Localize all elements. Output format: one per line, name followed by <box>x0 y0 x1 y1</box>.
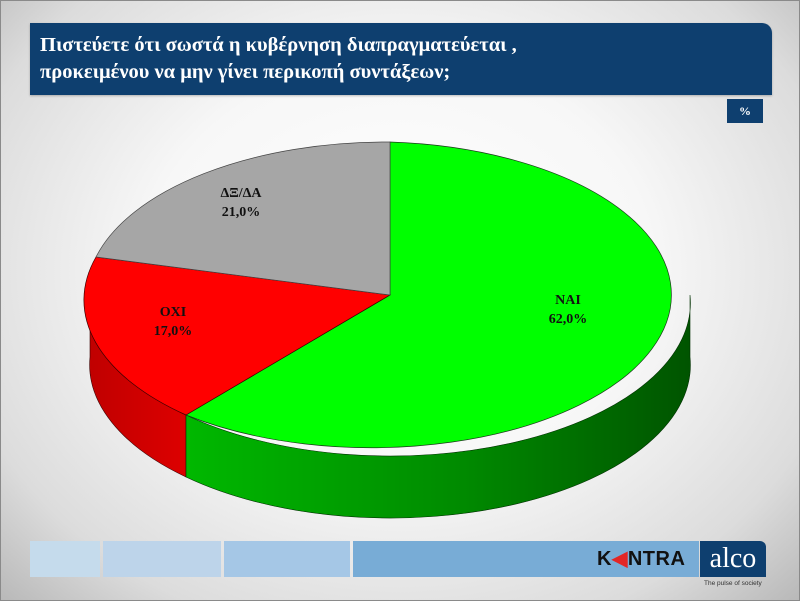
footer-bar-3 <box>224 541 350 577</box>
alco-logo: alco <box>700 541 766 577</box>
alco-tagline: The pulse of society <box>704 580 762 587</box>
label-nai-name: ΝΑΙ <box>555 293 581 308</box>
unit-badge: % <box>727 99 763 123</box>
title-line-1: Πιστεύετε ότι σωστά η κυβέρνηση διαπραγμ… <box>40 34 517 56</box>
footer-bar-1 <box>30 541 100 577</box>
slice-oxi <box>83 256 392 416</box>
footer-bar-4 <box>353 541 699 577</box>
question-title: Πιστεύετε ότι σωστά η κυβέρνηση διαπραγμ… <box>30 23 772 95</box>
slice-side-nai <box>185 294 691 519</box>
slice-nai <box>185 141 672 449</box>
label-oxi-name: ΟΧΙ <box>160 305 186 320</box>
label-nai-value: 62,0% <box>549 312 588 327</box>
footer-bar-2 <box>103 541 221 577</box>
kontra-logo: K◀NTRA <box>597 548 686 570</box>
label-dkna-name: ΔΞ/ΔΑ <box>220 186 262 201</box>
title-line-2: προκειμένου να μην γίνει περικοπή συντάξ… <box>40 61 451 83</box>
slice-dkna <box>95 141 391 296</box>
label-oxi-value: 17,0% <box>154 324 193 339</box>
label-dkna-value: 21,0% <box>222 205 261 220</box>
kontra-o-icon: ◀ <box>611 548 628 570</box>
